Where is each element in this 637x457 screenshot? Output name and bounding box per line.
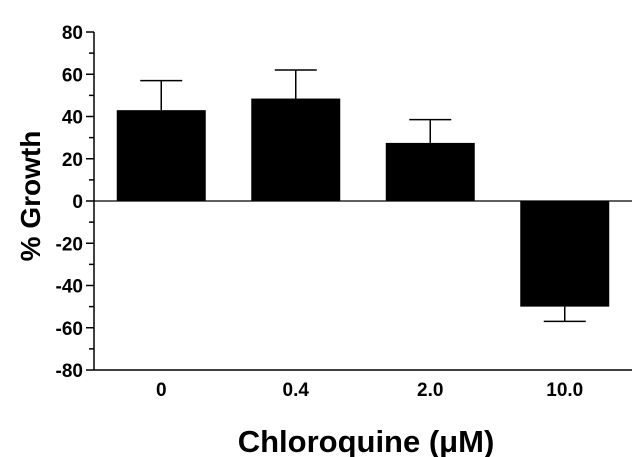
bar: [385, 142, 475, 201]
bar: [251, 98, 341, 201]
error-bars: [140, 69, 586, 323]
x-axis-ticks: 0 0.4 2.0 10.0: [156, 380, 583, 401]
x-tick-label: 0.4: [283, 380, 310, 401]
y-axis-ticks: 80 60 40 20 0 -20 -40 -60 -80: [56, 23, 94, 382]
bar: [520, 201, 610, 307]
y-tick-label: 20: [62, 150, 83, 171]
y-tick-label: 40: [62, 108, 83, 129]
bar-series: [116, 98, 610, 307]
x-tick-label: 2.0: [417, 380, 443, 401]
y-tick-label: -20: [56, 234, 83, 255]
y-axis-label: % Growth: [15, 131, 46, 262]
x-tick-label: 10.0: [546, 380, 583, 401]
y-tick-label: 0: [72, 192, 83, 213]
y-tick-label: 60: [62, 65, 83, 86]
y-tick-label: 80: [62, 23, 83, 44]
y-tick-label: -60: [56, 319, 83, 340]
y-tick-label: -40: [56, 277, 83, 298]
bar: [116, 110, 206, 201]
x-tick-label: 0: [156, 380, 167, 401]
x-axis-label: Chloroquine (μM): [238, 424, 495, 457]
y-tick-label: -80: [56, 361, 83, 382]
